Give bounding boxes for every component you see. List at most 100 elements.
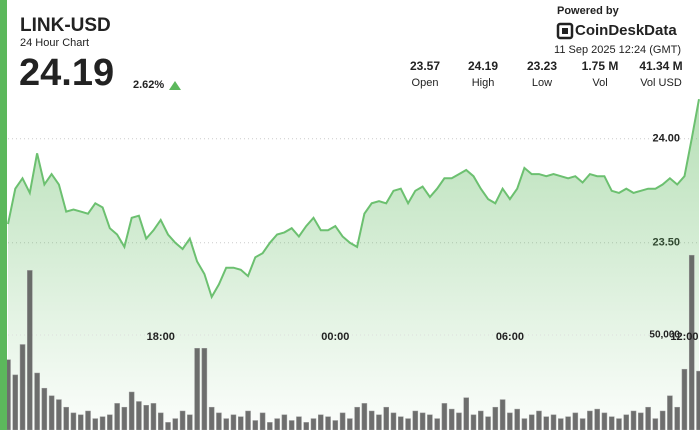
volume-bar: [521, 418, 528, 430]
volume-bar: [492, 406, 499, 430]
volume-bar: [630, 410, 637, 430]
stats: 23.57 Open 24.19 High 23.23 Low 1.75 M Vol 41.34…: [410, 59, 683, 89]
title: LINK-USD: [20, 15, 111, 36]
x-tick-label: 06:00: [496, 331, 524, 343]
volume-bar: [325, 416, 331, 430]
volume-bar: [121, 406, 128, 430]
stat-value: 41.34 M: [639, 59, 682, 73]
volume-bar: [528, 414, 535, 430]
volume-bar: [281, 414, 288, 430]
volume-bar: [587, 410, 593, 430]
volume-bar: [419, 412, 426, 430]
volume-bar: [208, 406, 215, 430]
timestamp: 11 Sep 2025 12:24 (GMT): [554, 44, 681, 56]
volume-bar: [579, 418, 586, 430]
volume-bar: [165, 422, 171, 430]
volume-bar: [478, 410, 484, 430]
volume-bar: [223, 418, 229, 430]
subtitle: 24 Hour Chart: [20, 37, 89, 49]
volume-bar: [70, 412, 77, 430]
volume-bar: [616, 418, 622, 430]
stat-label: High: [472, 77, 495, 89]
volume-bar: [558, 418, 564, 430]
volume-bar: [448, 408, 455, 430]
volume-bar: [463, 397, 469, 430]
price: 24.19: [19, 52, 114, 94]
volume-bar: [77, 414, 84, 430]
volume-bar: [194, 348, 200, 430]
volume-tick-label: 50,000: [649, 330, 680, 341]
volume-bar: [645, 406, 651, 430]
volume-bar: [594, 408, 600, 430]
stat-value: 23.57: [410, 59, 440, 73]
volume-bar: [470, 414, 477, 430]
x-tick-label: 00:00: [321, 331, 349, 343]
stat-value: 23.23: [527, 59, 557, 73]
volume-bar: [179, 410, 186, 430]
volume-bar: [681, 368, 688, 430]
area-fill: [8, 99, 699, 430]
volume-bar: [347, 418, 353, 430]
y-tick-label: 24.00: [652, 133, 680, 145]
volume-bar: [201, 348, 208, 430]
volume-bar: [390, 412, 397, 430]
brand: CoinDeskData: [575, 22, 677, 39]
volume-bar: [252, 420, 259, 430]
change: 2.62%: [133, 79, 164, 91]
stat-label: Vol USD: [640, 77, 682, 89]
volume-bar: [398, 416, 404, 430]
volume-bar: [688, 254, 695, 430]
volume-bar: [150, 403, 157, 430]
volume-bar: [623, 414, 630, 430]
volume-bar: [376, 414, 382, 430]
volume-bar: [354, 406, 360, 430]
up-arrow: [169, 81, 181, 90]
volume-bar: [48, 395, 55, 430]
volume-bar: [332, 420, 339, 430]
volume-bar: [230, 414, 237, 430]
volume-bar: [114, 403, 120, 430]
volume-bar: [434, 418, 440, 430]
volume-bar: [216, 412, 222, 430]
volume-bar: [172, 418, 179, 430]
volume-bar: [12, 374, 19, 430]
volume-bar: [318, 414, 324, 430]
volume-bar: [128, 391, 135, 430]
volume-bar: [85, 410, 91, 430]
volume-bar: [303, 422, 309, 430]
volume-bar: [259, 412, 266, 430]
volume-bar: [274, 418, 280, 430]
volume-bar: [99, 416, 106, 430]
volume-bar: [136, 401, 142, 430]
volume-bar: [187, 414, 193, 430]
volume-bar: [507, 412, 513, 430]
volume-bar: [368, 410, 375, 430]
volume-bar: [696, 370, 700, 430]
volume-bar: [405, 418, 411, 430]
volume-bar: [601, 412, 608, 430]
volume-bar: [485, 416, 491, 430]
volume-bar: [638, 412, 644, 430]
volume-bar: [107, 414, 113, 430]
x-tick-label: 12:00: [670, 331, 698, 343]
stat-label: Vol: [592, 77, 607, 89]
volume-bar: [412, 410, 419, 430]
volume-bar: [19, 344, 26, 430]
volume-bar: [543, 416, 550, 430]
volume-bar: [245, 410, 251, 430]
volume-bar: [56, 399, 62, 430]
volume-bar: [361, 403, 368, 430]
volume-bar: [674, 406, 680, 430]
volume-bar: [310, 418, 317, 430]
volume-bar: [499, 399, 506, 430]
volume-bar: [34, 372, 40, 430]
volume-bar: [427, 414, 433, 430]
brand-logo: [556, 22, 574, 40]
volume-bar: [267, 422, 273, 430]
volume-bar: [288, 420, 295, 430]
volume-bar: [608, 416, 615, 430]
volume-bar: [383, 406, 389, 430]
volume-bar: [659, 410, 666, 430]
